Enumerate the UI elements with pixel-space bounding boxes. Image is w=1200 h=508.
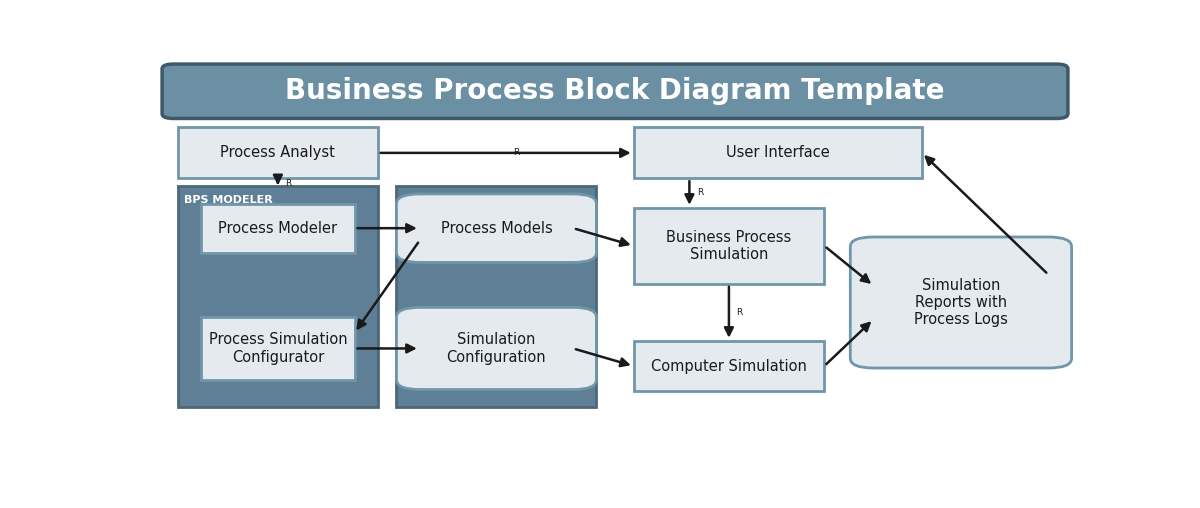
FancyBboxPatch shape [634, 128, 922, 178]
FancyBboxPatch shape [178, 186, 378, 407]
FancyBboxPatch shape [396, 194, 596, 263]
Text: Business Process
Simulation: Business Process Simulation [666, 230, 792, 262]
Text: Simulation
Reports with
Process Logs: Simulation Reports with Process Logs [914, 277, 1008, 327]
FancyBboxPatch shape [178, 128, 378, 178]
FancyBboxPatch shape [634, 341, 824, 392]
Text: R: R [737, 308, 743, 317]
Text: Computer Simulation: Computer Simulation [650, 359, 806, 373]
FancyBboxPatch shape [162, 64, 1068, 118]
Text: Process Models: Process Models [440, 220, 552, 236]
Text: SIMULATION INPUT: SIMULATION INPUT [403, 195, 522, 205]
Text: Business Process Block Diagram Template: Business Process Block Diagram Template [286, 77, 944, 105]
Text: Simulation
Configuration: Simulation Configuration [446, 332, 546, 365]
Text: Process Analyst: Process Analyst [221, 145, 335, 161]
Text: R: R [514, 148, 520, 157]
FancyBboxPatch shape [634, 208, 824, 284]
FancyBboxPatch shape [851, 237, 1072, 368]
Text: Process Modeler: Process Modeler [218, 220, 337, 236]
FancyBboxPatch shape [202, 317, 355, 380]
Text: Process Simulation
Configurator: Process Simulation Configurator [209, 332, 347, 365]
Text: R: R [286, 179, 292, 187]
FancyBboxPatch shape [396, 186, 596, 407]
Text: R: R [697, 188, 703, 198]
FancyBboxPatch shape [396, 307, 596, 390]
Text: BPS MODELER: BPS MODELER [185, 195, 274, 205]
Text: User Interface: User Interface [726, 145, 829, 161]
FancyBboxPatch shape [202, 204, 355, 252]
